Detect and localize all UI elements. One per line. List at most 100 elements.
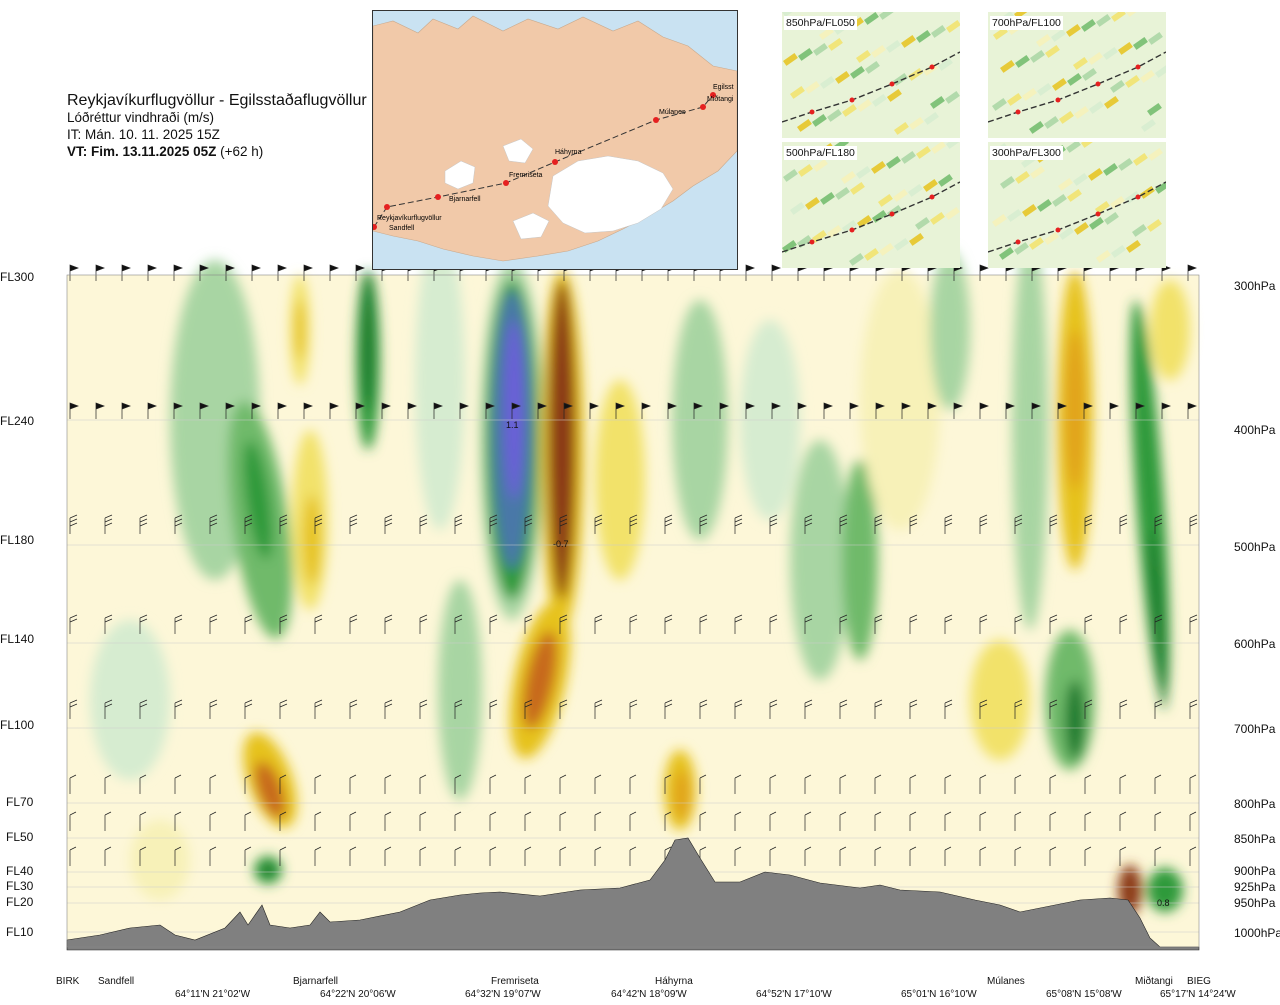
wind-barb: [279, 774, 287, 794]
wind-barb: [329, 264, 339, 281]
wind-barb: [454, 514, 463, 534]
wind-barb: [1187, 264, 1197, 281]
coordinate-label: 64°32'N 19°07'W: [465, 989, 541, 1000]
wind-barb: [944, 699, 953, 719]
wind-barb: [1189, 514, 1198, 534]
mini-field-patch: [916, 145, 931, 159]
wind-barb: [454, 614, 463, 634]
mini-route-point: [889, 81, 895, 87]
wind-barb: [1014, 514, 1023, 534]
mini-field-patch: [819, 26, 834, 40]
mini-field-patch: [1095, 200, 1110, 214]
mini-field-patch: [864, 12, 879, 25]
mini-route-line: [782, 51, 960, 123]
map-place-label: Múlanes: [659, 109, 686, 116]
mini-field-patch: [1014, 12, 1029, 19]
mini-route-point: [889, 211, 895, 217]
wind-barb: [209, 846, 217, 866]
wind-barb: [909, 514, 918, 534]
fl-label: FL40: [6, 864, 34, 878]
wind-barb: [1189, 614, 1198, 634]
wind-barb: [839, 514, 848, 534]
land-area: [373, 15, 737, 262]
wind-barb: [771, 264, 781, 281]
wind-barb: [629, 614, 638, 634]
wind-barb: [489, 811, 497, 831]
mini-field-patch: [878, 193, 893, 207]
mini-field-patch: [828, 37, 843, 51]
velocity-contour: [674, 770, 690, 820]
mini-field-patch: [1081, 18, 1096, 32]
annotation-value: -0.7: [553, 539, 569, 549]
wind-barb: [979, 699, 988, 719]
mini-field-patch: [992, 26, 1008, 40]
wind-barb: [664, 699, 673, 719]
wind-barb: [419, 699, 428, 719]
mini-route-point: [1055, 97, 1061, 103]
mini-field-patch: [1126, 239, 1141, 253]
wind-barb: [769, 614, 778, 634]
mini-field-patch: [813, 42, 828, 56]
coordinate-label: 65°17'N 14°24'W: [1160, 989, 1236, 1000]
mini-field-patch: [946, 19, 960, 33]
velocity-contour: [1065, 680, 1085, 760]
velocity-contour: [930, 250, 970, 410]
velocity-contour: [415, 230, 465, 530]
route-title: Reykjavíkurflugvöllur - Egilsstaðaflugvö…: [67, 92, 367, 109]
mini-field-patch: [1110, 195, 1125, 209]
wind-barb: [277, 402, 287, 419]
wind-barb: [1049, 614, 1058, 634]
velocity-contour: [860, 270, 940, 530]
wind-barb: [979, 846, 987, 866]
mini-field-patch: [1088, 51, 1103, 65]
mini-field-patch: [1089, 100, 1104, 114]
mini-field-patch: [864, 247, 879, 261]
mini-route-point: [1015, 109, 1021, 115]
mini-field-patch: [1111, 12, 1126, 22]
wind-barb: [979, 264, 989, 281]
wind-barb: [909, 811, 917, 831]
route-point: [653, 117, 659, 123]
mini-field-patch: [798, 163, 813, 177]
wind-barb: [559, 846, 567, 866]
wind-barb: [944, 811, 952, 831]
mini-field-patch: [782, 239, 797, 253]
wind-barb: [349, 699, 358, 719]
mini-field-patch: [1118, 157, 1133, 171]
mini-route-point: [849, 97, 855, 103]
wind-barb: [1014, 699, 1023, 719]
route-map-svg: Reykjavíkurflugvöllur Sandfell Bjarnarfe…: [373, 15, 737, 262]
ice-cap: [512, 212, 550, 240]
wind-barb: [419, 846, 427, 866]
wind-barb: [349, 774, 357, 794]
wind-barb: [745, 264, 755, 281]
wind-barb: [664, 811, 672, 831]
wind-barb: [629, 774, 637, 794]
wind-barb: [594, 774, 602, 794]
mini-field-patch: [1044, 115, 1059, 129]
annotation-value: 0.8: [1157, 898, 1170, 908]
pressure-label: 925hPa: [1234, 880, 1276, 894]
wind-barb: [874, 614, 883, 634]
wind-barb: [69, 402, 79, 419]
wind-barb: [734, 774, 742, 794]
wind-barb: [199, 264, 209, 281]
pressure-label: 300hPa: [1234, 279, 1276, 293]
velocity-contour: [361, 270, 375, 410]
pressure-label: 900hPa: [1234, 864, 1276, 878]
wind-barb: [524, 514, 533, 534]
wind-barb: [489, 514, 498, 534]
mini-field-patch: [1000, 175, 1015, 189]
mini-route-point: [1135, 194, 1141, 200]
mini-field-patch: [865, 60, 880, 74]
wind-barb: [69, 774, 77, 794]
mini-route-point: [1095, 81, 1101, 87]
wind-barb: [1119, 699, 1128, 719]
fl-label: FL100: [0, 718, 35, 732]
wind-barb: [69, 811, 77, 831]
wind-barb: [594, 514, 603, 534]
map-place-label: Bjarnarfell: [449, 196, 481, 203]
wind-barb: [69, 846, 77, 866]
mini-field-patch: [1015, 170, 1030, 184]
mini-field-patch: [812, 229, 827, 243]
